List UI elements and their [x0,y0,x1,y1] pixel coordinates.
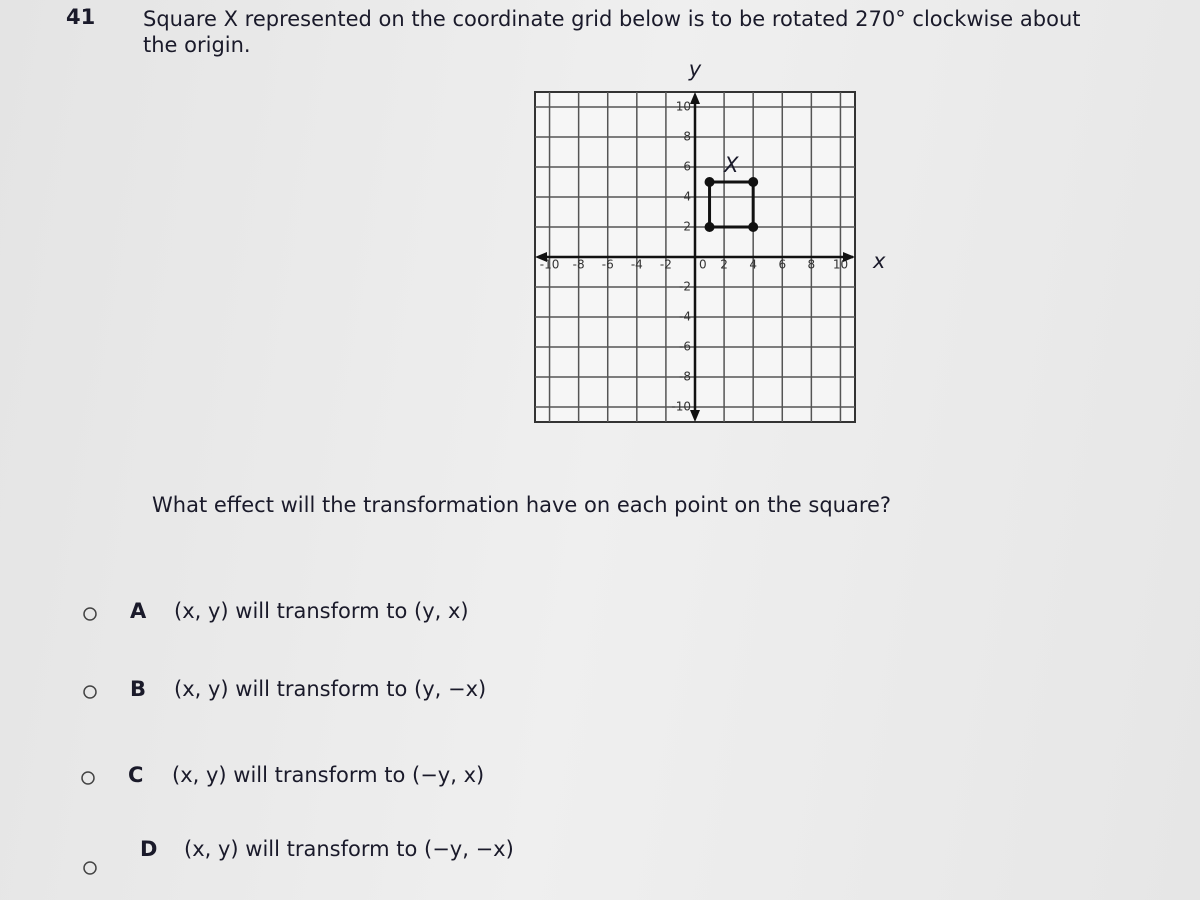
question-text: the origin. [143,33,251,57]
arrow [535,252,547,262]
x-tick-label: 8 [808,258,816,272]
option-text[interactable]: (x, y) will transform to (y, x) [174,599,469,623]
option-letter[interactable]: B [130,677,146,701]
y-tick-label: -10 [671,400,691,414]
radio-button[interactable] [83,685,97,699]
x-tick-label: -6 [602,258,614,272]
option-letter[interactable]: A [130,599,147,623]
x-tick-label: -4 [631,258,643,272]
vertex [704,222,715,232]
y-tick-label: 10 [676,100,691,114]
y-tick-label: -4 [679,310,691,324]
y-tick-label: 4 [683,190,691,204]
option-letter[interactable]: D [140,837,157,861]
question-text: Square X represented on the coordinate g… [143,7,1081,31]
y-tick-label: -8 [679,370,691,384]
x-axis-label: x [872,249,886,273]
option-text[interactable]: (x, y) will transform to (−y, x) [172,763,484,787]
option-text[interactable]: (x, y) will transform to (−y, −x) [184,837,514,861]
vertex [704,177,715,187]
x-tick-label: -2 [660,258,672,272]
vertex [748,177,759,187]
question-number: 41 [66,5,95,29]
y-tick-label: 6 [683,160,691,174]
y-tick-label: 8 [683,130,691,144]
square-label: X [723,153,739,177]
y-axis-label: y [688,57,702,81]
x-tick-label: 4 [749,258,757,272]
option-text[interactable]: (x, y) will transform to (y, −x) [174,677,486,701]
y-tick-label: 2 [683,220,691,234]
y-tick-label: -6 [679,340,691,354]
prompt: What effect will the transformation have… [152,493,891,517]
arrow [690,92,700,104]
radio-button[interactable] [83,607,97,621]
y-tick-label: -2 [679,280,691,294]
option-letter[interactable]: C [128,763,143,787]
x-tick-label: 2 [720,258,728,272]
arrow [690,410,700,422]
vertex [748,222,759,232]
arrow [843,252,855,262]
radio-button[interactable] [81,771,95,785]
radio-button[interactable] [83,861,97,875]
x-tick-label: 6 [778,258,786,272]
x-tick-label: -8 [573,258,585,272]
origin-label: 0 [699,258,707,272]
